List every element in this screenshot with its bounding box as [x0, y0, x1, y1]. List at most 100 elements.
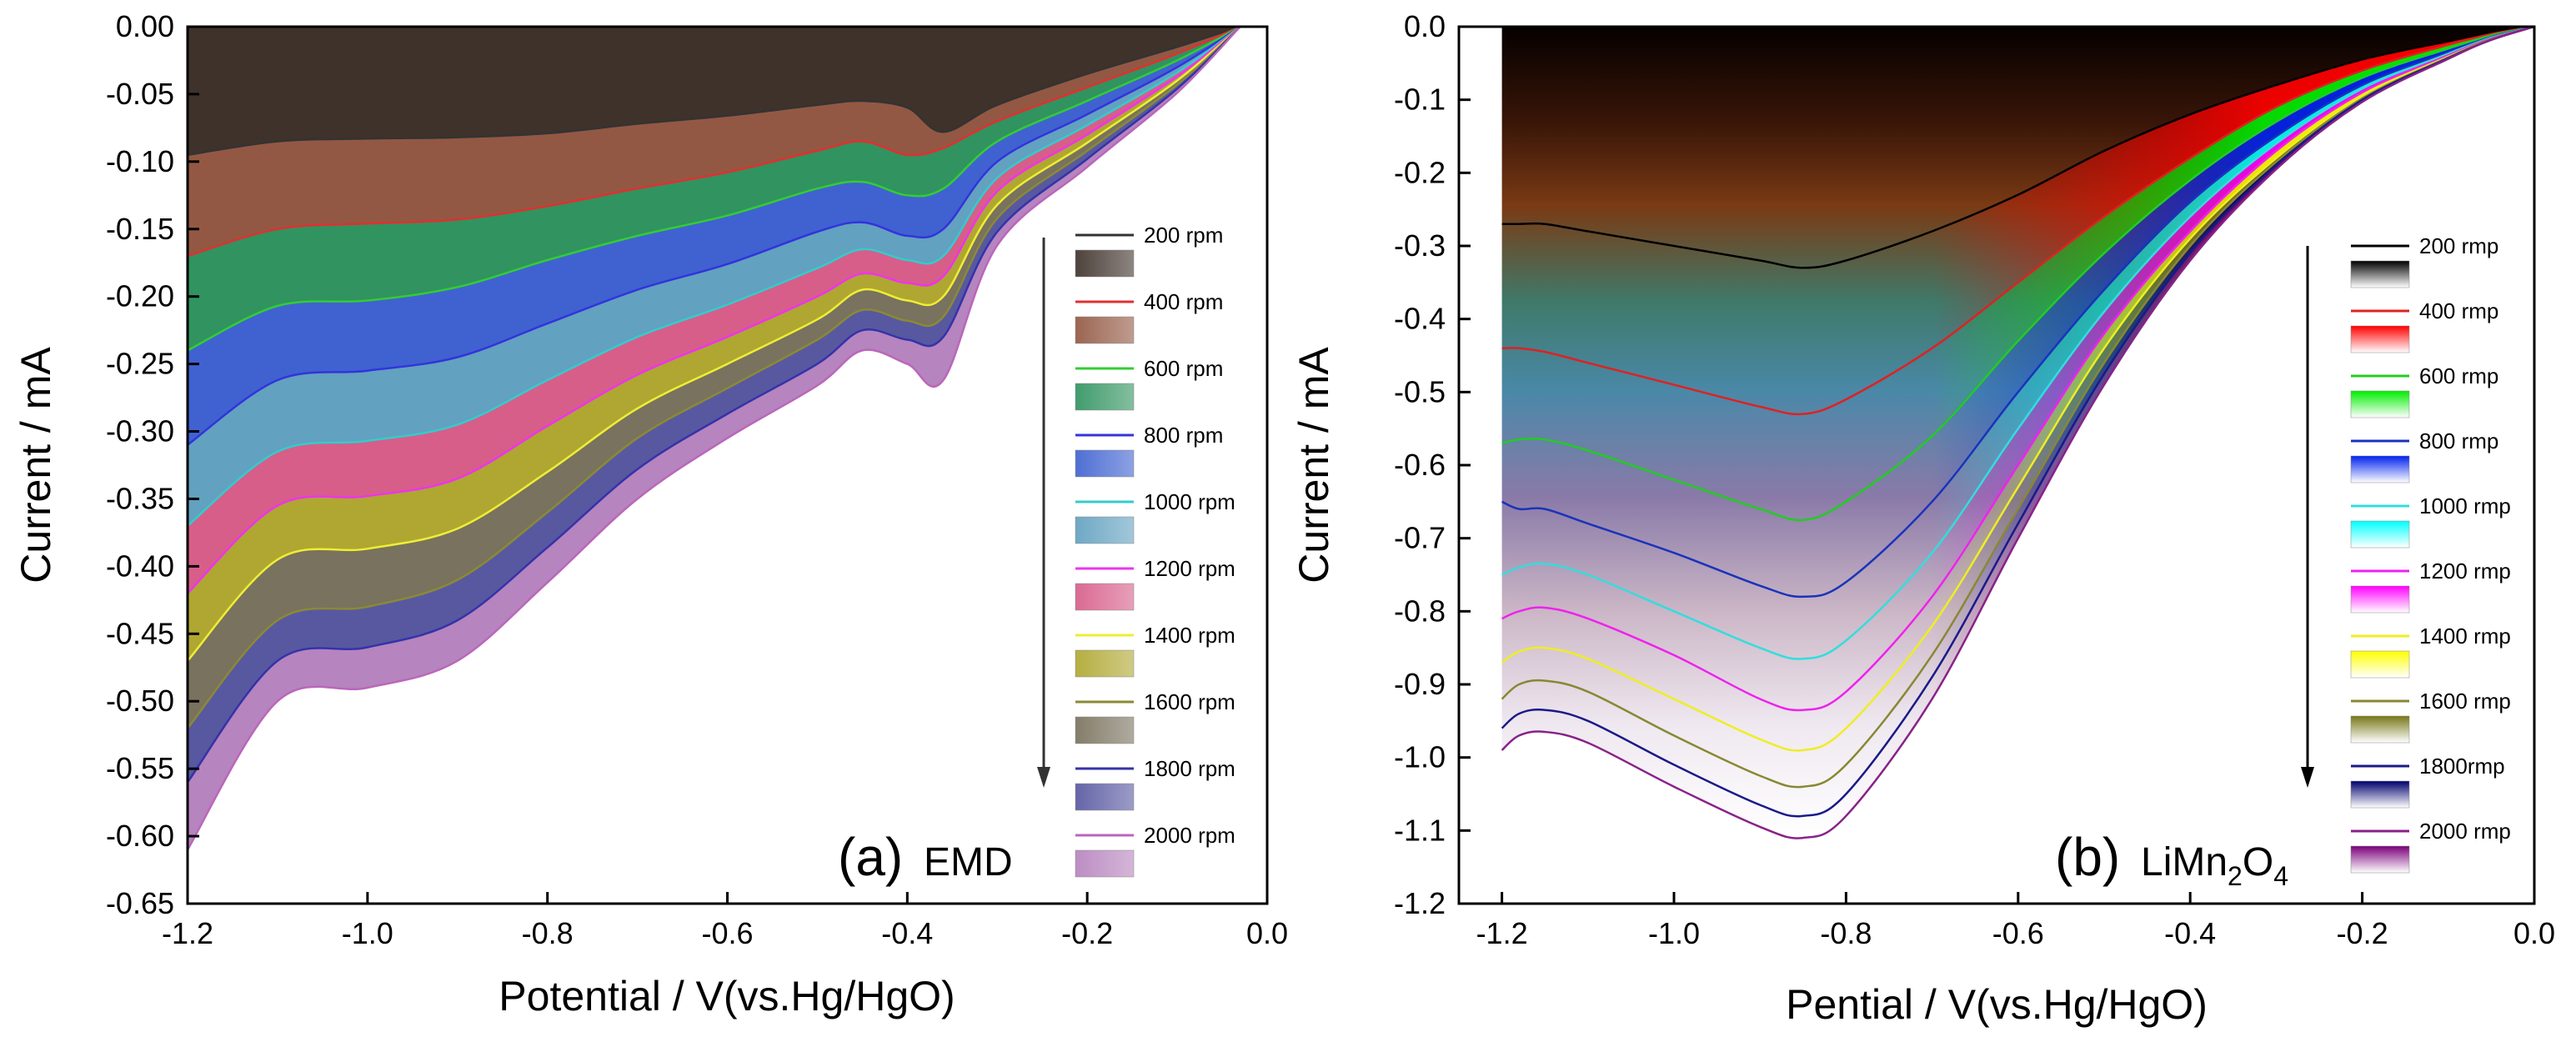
panel-a-legend-swatch: [1075, 783, 1135, 811]
panel-a-band: [188, 27, 1240, 850]
panel-b-legend-swatch: [2350, 650, 2410, 679]
panel-a-ticks: -1.2 -1.0 -0.8 -0.6 -0.4 -0.2 0.0 0.00 -0.05 -0.1…: [106, 9, 1288, 950]
panel-a-legend: 200 rpm 400 rpm 600 rpm 800 rpm 1000 rpm 1200…: [1075, 223, 1235, 878]
panel-b-ylabel: Current / mA: [1291, 347, 1337, 584]
panel-a-legend-swatch: [1075, 316, 1135, 344]
panel-b-xtick-label: -0.8: [1820, 916, 1872, 950]
panel-a-legend-label: 1800 rpm: [1144, 756, 1235, 781]
panel-a-legend-label: 1400 rpm: [1144, 623, 1235, 648]
panel-b-legend-swatch: [2350, 390, 2410, 418]
panel-b-series-line: [1501, 27, 2534, 818]
panel-a-legend-label: 600 rpm: [1144, 356, 1223, 381]
panel-a-series-line: [188, 27, 1241, 662]
panel-b-series-line: [1501, 27, 2534, 839]
panel-a-legend-label: 800 rpm: [1144, 423, 1223, 448]
panel-b-series-line: [1501, 27, 2534, 522]
panel-b-bands: [1932, 27, 2534, 699]
panel-a-ytick-label: -0.65: [106, 886, 174, 920]
panel-b-legend-swatch: [2350, 715, 2410, 744]
panel-b-xtick-label: -0.2: [2337, 916, 2388, 950]
panel-b-ytick-label: -0.9: [1394, 667, 1446, 701]
panel-b-legend-swatch: [2350, 780, 2410, 809]
panel-b-ytick-label: -0.6: [1394, 448, 1446, 482]
panel-b-ytick-label: -1.1: [1394, 813, 1446, 847]
panel-b-xlabel: Pential / V(vs.Hg/HgO): [1786, 981, 2208, 1028]
panel-b-legend-swatch: [2350, 260, 2410, 288]
panel-a-xlabel: Potential / V(vs.Hg/HgO): [499, 973, 955, 1019]
panel-b-ytick-label: -0.2: [1394, 155, 1446, 189]
panel-b-legend-label: 1800rmp: [2419, 754, 2505, 779]
panel-a-legend-label: 1000 rpm: [1144, 489, 1235, 514]
panel-b-sample-label: LiMn2O4: [2141, 840, 2288, 891]
panel-b-ytick-label: -0.8: [1394, 594, 1446, 628]
panel-a-legend-swatch: [1075, 516, 1135, 544]
panel-b-legend-label: 1200 rmp: [2419, 559, 2511, 584]
panel-b-ytick-label: 0.0: [1404, 9, 1446, 43]
panel-b-xtick-label: -1.2: [1476, 916, 1528, 950]
panel-a-band: [188, 27, 1240, 155]
panel-b-series-line: [1501, 27, 2534, 660]
panel-a-xtick-label: -0.6: [701, 916, 753, 950]
panel-b-series-line: [1501, 27, 2534, 789]
panel-a-series-line: [188, 27, 1241, 594]
panel-b-legend-label: 2000 rmp: [2419, 819, 2511, 844]
panel-a-band: [188, 27, 1240, 257]
panel-a-ytick-label: -0.35: [106, 481, 174, 515]
panel-b-ytick-label: -1.0: [1394, 740, 1446, 774]
panel-a-band: [188, 27, 1240, 783]
panel-a-series-line: [188, 27, 1241, 527]
panel-a-xtick-label: -1.2: [162, 916, 213, 950]
panel-b-legend-label: 1400 rmp: [2419, 624, 2511, 649]
panel-b: -1.2 -1.0 -0.8 -0.6 -0.4 -0.2 0.0 0.0 -0.1 -0.2 -0…: [1291, 9, 2555, 1028]
panel-a-ytick-label: -0.15: [106, 212, 174, 246]
panel-a-legend-label: 2000 rpm: [1144, 823, 1235, 848]
panel-a-xtick-label: -1.0: [342, 916, 393, 950]
panel-b-ticks: -1.2 -1.0 -0.8 -0.6 -0.4 -0.2 0.0 0.0 -0.1 -0.2 -0…: [1394, 9, 2555, 950]
panel-b-series-line: [1501, 27, 2534, 599]
panel-b-legend-swatch: [2350, 585, 2410, 614]
panel-a-series-line: [188, 27, 1241, 446]
panel-b-xtick-label: 0.0: [2513, 916, 2555, 950]
panel-b-legend-swatch: [2350, 455, 2410, 483]
panel-b-trend-arrow-head: [2301, 767, 2314, 788]
panel-a-band: [188, 27, 1240, 351]
panel-b-xtick-label: -0.6: [1992, 916, 2044, 950]
panel-b-legend-swatch: [2350, 845, 2410, 874]
panel-a-ytick-label: 0.00: [116, 9, 174, 43]
panel-b-ytick-label: -0.1: [1394, 83, 1446, 117]
panel-a-legend-swatch: [1075, 383, 1135, 411]
panel-b-sample-sub2: 4: [2273, 861, 2288, 891]
panel-a-xtick-label: 0.0: [1246, 916, 1288, 950]
panel-a-band: [188, 27, 1240, 729]
panel-a-series-line: [188, 27, 1240, 157]
panel-a-ytick-label: -0.05: [106, 77, 174, 111]
panel-a-band: [188, 27, 1240, 526]
panel-b-ytick-label: -0.5: [1394, 374, 1446, 408]
panel-b-ytick-label: -0.3: [1394, 228, 1446, 263]
panel-a-legend-label: 200 rpm: [1144, 223, 1223, 248]
panel-a-series-line: [188, 27, 1241, 784]
panel-a-legend-label: 1600 rpm: [1144, 689, 1235, 714]
panel-b-legend-label: 400 rmp: [2419, 298, 2498, 323]
panel-b-lines: [1501, 27, 2534, 839]
panel-a-series-line: [188, 27, 1241, 352]
panel-b-legend-label: 1000 rmp: [2419, 493, 2511, 518]
panel-a-legend-label: 400 rpm: [1144, 289, 1223, 314]
panel-b-legend: 200 rmp 400 rmp 600 rmp 800 rmp 1000 rmp 1200…: [2350, 233, 2511, 874]
panel-b-legend-label: 200 rmp: [2419, 233, 2498, 258]
panel-a-ytick-label: -0.30: [106, 414, 174, 448]
panel-a-ytick-label: -0.60: [106, 819, 174, 853]
panel-b-series-line: [1501, 27, 2534, 269]
panel-a-legend-swatch: [1075, 716, 1135, 744]
panel-b-panel-label: (b): [2055, 827, 2120, 887]
panel-a-legend-swatch: [1075, 249, 1135, 278]
panel-b-band: [1932, 27, 2534, 348]
panel-a-ytick-label: -0.55: [106, 751, 174, 785]
panel-b-series-line: [1501, 27, 2534, 752]
panel-a-xtick-label: -0.2: [1061, 916, 1113, 950]
panel-b-sample-sub1: 2: [2228, 861, 2243, 891]
panel-a-trend-arrow-head: [1037, 767, 1050, 788]
panel-b-sample-main: LiMn: [2141, 840, 2228, 884]
panel-b-legend-label: 600 rmp: [2419, 363, 2498, 388]
